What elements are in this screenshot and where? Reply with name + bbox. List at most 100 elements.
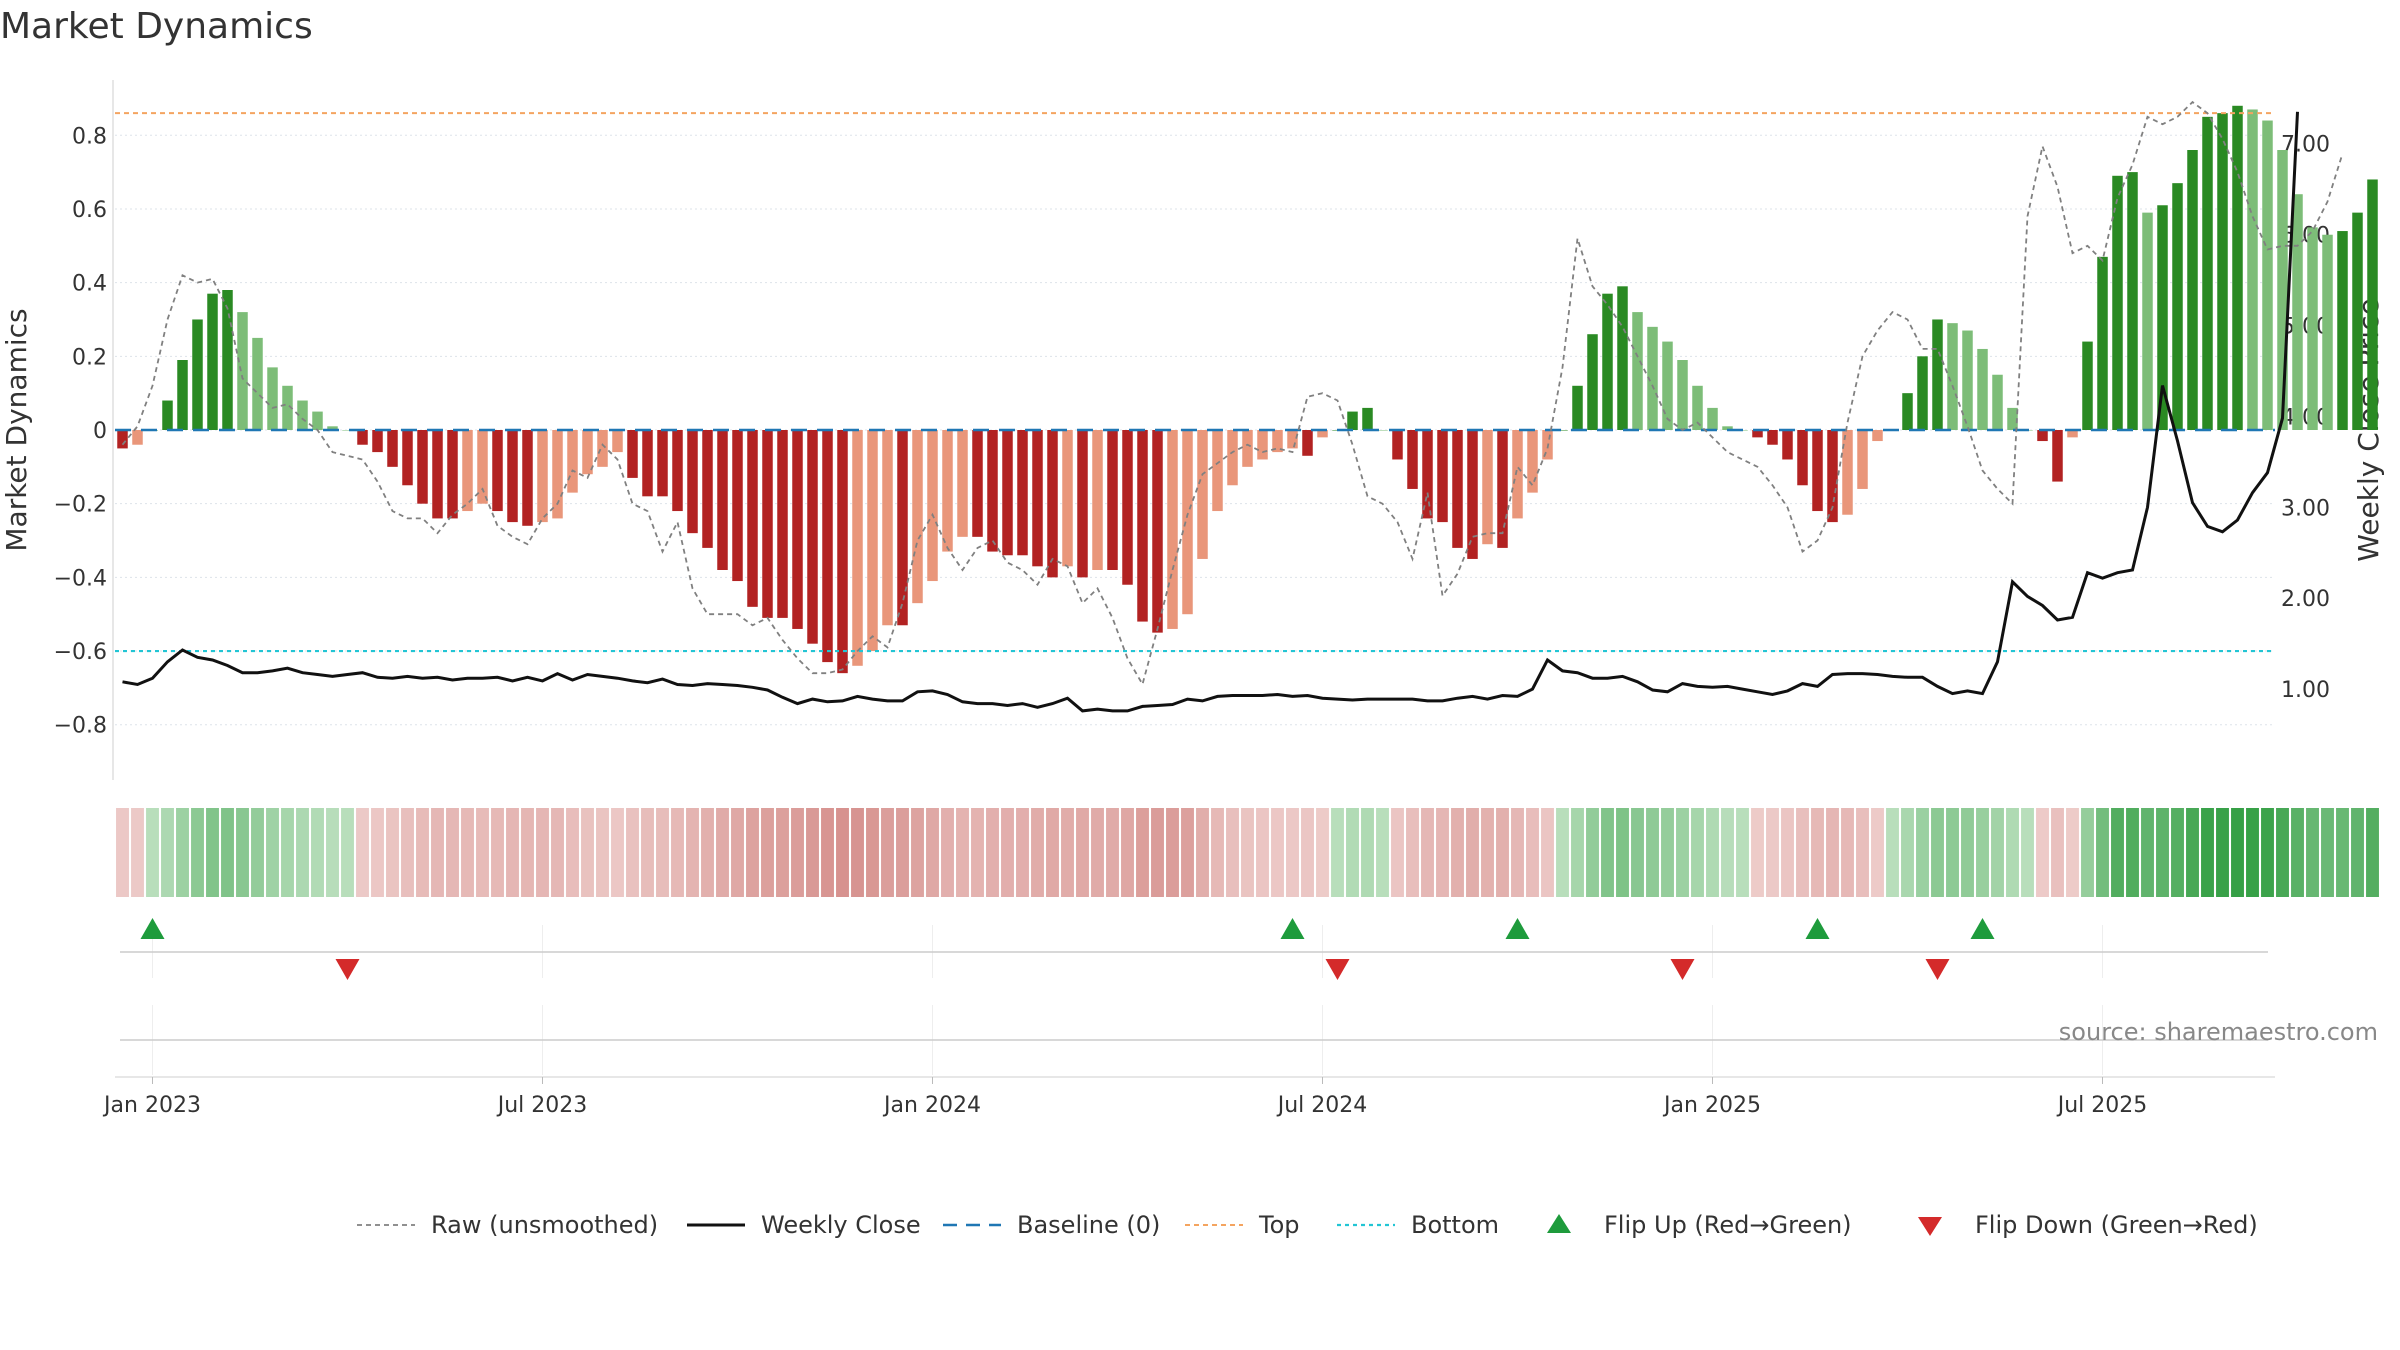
heat-strip-cell [1991, 808, 2004, 897]
dynamics-bar [1827, 430, 1838, 523]
dynamics-bar [732, 430, 743, 582]
dynamics-bar [2202, 116, 2213, 430]
dynamics-bar [2322, 234, 2333, 430]
dynamics-bar [432, 430, 443, 519]
heat-strip-cell [1061, 808, 1074, 897]
heat-strip-cell [2291, 808, 2304, 897]
dynamics-bar [2067, 430, 2078, 438]
dynamics-bar [1812, 430, 1823, 512]
dynamics-bar [2127, 172, 2138, 430]
dynamics-bar [357, 430, 368, 445]
dynamics-bar [2112, 175, 2123, 430]
dynamics-bar [657, 430, 668, 497]
dynamics-bar [582, 430, 593, 475]
dynamics-bar [1977, 348, 1988, 430]
heat-strip-cell [2261, 808, 2274, 897]
heat-strip-cell [851, 808, 864, 897]
heat-strip-cell [146, 808, 159, 897]
heat-strip-cell [386, 808, 399, 897]
dynamics-bar [1212, 430, 1223, 512]
heat-strip-cell [221, 808, 234, 897]
dynamics-bar [867, 430, 878, 652]
dynamics-bar [852, 430, 863, 666]
heat-strip-cell [1826, 808, 1839, 897]
heat-strip-cell [2021, 808, 2034, 897]
dynamics-bar [477, 430, 488, 504]
dynamics-bar [972, 430, 983, 537]
dynamics-bar [1302, 430, 1313, 456]
dynamics-bar [1452, 430, 1463, 548]
legend-swatch [1918, 1217, 1942, 1236]
dynamics-bar [1902, 393, 1913, 430]
heat-strip-cell [131, 808, 144, 897]
heat-strip-cell [206, 808, 219, 897]
dynamics-bar [1992, 374, 2003, 430]
chart-title: Market Dynamics [0, 6, 313, 47]
dynamics-bar [687, 430, 698, 534]
heat-strip-cell [431, 808, 444, 897]
dynamics-bar [117, 430, 128, 449]
heat-strip-cell [536, 808, 549, 897]
dynamics-bar [1062, 430, 1073, 567]
heat-strip-cell [1316, 808, 1329, 897]
dynamics-bar [762, 430, 773, 618]
heat-strip-cell [521, 808, 534, 897]
heat-strip-cell [2276, 808, 2289, 897]
dynamics-bar [1422, 430, 1433, 519]
heat-strip-cell [2321, 808, 2334, 897]
legend-label: Flip Down (Green→Red) [1975, 1211, 2258, 1239]
heat-strip-cell [1481, 808, 1494, 897]
dynamics-bar [927, 430, 938, 582]
heat-strip-cell [761, 808, 774, 897]
dynamics-bar [222, 290, 233, 430]
dynamics-bar [2217, 113, 2228, 430]
heat-strip-cell [236, 808, 249, 897]
dynamics-bar [207, 293, 218, 430]
dynamics-bar [942, 430, 953, 552]
heat-strip-cell [416, 808, 429, 897]
heat-strip-cell [1916, 808, 1929, 897]
flip-up-marker [1970, 918, 1995, 939]
heat-strip-cell [2366, 808, 2379, 897]
heat-strip-cell [971, 808, 984, 897]
dynamics-bar [1917, 356, 1928, 430]
y-tick-label-right: 4.00 [2281, 405, 2330, 430]
flip-up-marker [140, 918, 165, 939]
heat-strip-cell [2051, 808, 2064, 897]
dynamics-bar [672, 430, 683, 512]
heat-strip-cell [686, 808, 699, 897]
dynamics-bar [1107, 430, 1118, 570]
dynamics-bar [132, 430, 143, 445]
heat-strip-cell [836, 808, 849, 897]
y-tick-label-right: 2.00 [2281, 587, 2330, 612]
heat-strip-cell [2351, 808, 2364, 897]
x-tick-label: Jul 2025 [2056, 1093, 2148, 1118]
heat-strip-cell [1751, 808, 1764, 897]
heat-strip-cell [941, 808, 954, 897]
flip-up-marker [1805, 918, 1830, 939]
heat-strip-cell [1406, 808, 1419, 897]
heat-strip-cell [581, 808, 594, 897]
heat-strip-cell [2156, 808, 2169, 897]
flip-down-marker [1670, 959, 1695, 980]
heat-strip-cell [1796, 808, 1809, 897]
heat-strip-cell [1046, 808, 1059, 897]
dynamics-bar [267, 367, 278, 430]
heat-strip-cell [1166, 808, 1179, 897]
dynamics-bar [2277, 150, 2288, 430]
heat-strip-cell [1256, 808, 1269, 897]
dynamics-bar [2172, 183, 2183, 430]
heat-strip-cell [2171, 808, 2184, 897]
dynamics-bar [162, 400, 173, 430]
heat-strip-cell [716, 808, 729, 897]
dynamics-bar [912, 430, 923, 604]
heat-strip-cell [911, 808, 924, 897]
dynamics-bar [627, 430, 638, 478]
heat-strip-cell [1631, 808, 1644, 897]
dynamics-bar [192, 319, 203, 430]
dynamics-bar [1632, 312, 1643, 430]
heat-strip-cell [1376, 808, 1389, 897]
flip-down-marker [1925, 959, 1950, 980]
dynamics-bar [1572, 385, 1583, 430]
heat-strip-cell [1466, 808, 1479, 897]
